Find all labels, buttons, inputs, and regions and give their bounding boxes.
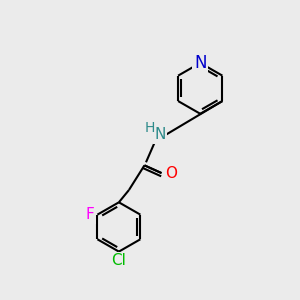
Text: O: O: [165, 166, 177, 181]
Text: F: F: [85, 207, 94, 222]
Text: N: N: [154, 127, 166, 142]
Text: H: H: [145, 122, 155, 135]
Text: Cl: Cl: [111, 253, 126, 268]
Text: N: N: [194, 54, 206, 72]
